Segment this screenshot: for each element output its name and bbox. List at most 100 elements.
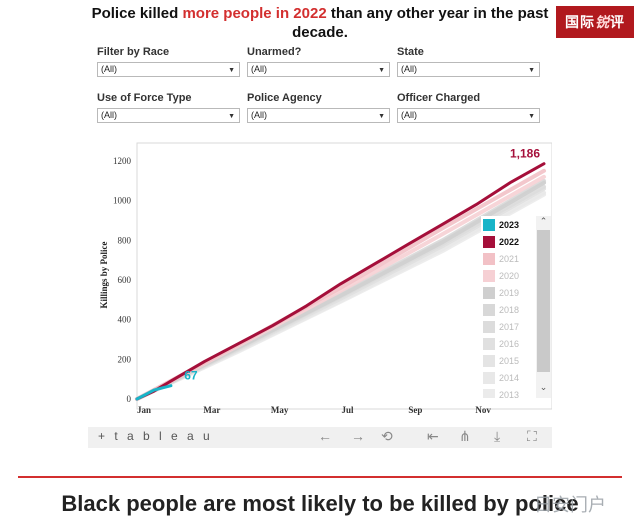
scroll-thumb[interactable] [537, 230, 550, 372]
legend-label: 2020 [499, 271, 520, 281]
tableau-logo[interactable]: + t a b l e a u [98, 429, 213, 443]
share-icon[interactable]: ⋔ [459, 428, 471, 444]
y-tick-label: 1200 [113, 156, 132, 166]
chart-canvas[interactable]: 0 200 400 600 800 1000 1200 Jan Mar May Jul Sep Nov K… [97, 141, 552, 424]
filter-label: Use of Force Type [97, 92, 192, 104]
select-value: (All) [251, 64, 267, 74]
filter-officer-charged: Officer Charged (All) ▼ [397, 91, 540, 123]
chevron-down-icon: ▼ [378, 113, 385, 120]
y-tick-label: 1000 [113, 196, 132, 206]
chevron-up-icon[interactable]: ⌃ [539, 216, 548, 226]
chevron-down-icon[interactable]: ⌄ [539, 382, 548, 392]
chevron-down-icon: ▼ [528, 67, 535, 74]
legend-label: 2019 [499, 288, 520, 298]
end-label-2023: 67 [184, 369, 198, 383]
legend-swatch [483, 355, 495, 367]
y-tick-label: 400 [118, 315, 132, 325]
filter-label: Police Agency [247, 92, 322, 104]
redo-icon[interactable]: → [351, 428, 365, 444]
filter-label: Unarmed? [247, 46, 302, 58]
legend-item-2016[interactable]: 2016 [483, 337, 519, 351]
filter-agency: Police Agency (All) ▼ [247, 91, 390, 123]
unarmed-select[interactable]: (All) ▼ [247, 62, 390, 77]
y-tick-label: 200 [118, 354, 132, 364]
revert-icon[interactable]: ⟲ [381, 428, 393, 444]
page-title: Police killed more people in 2022 than a… [70, 4, 570, 42]
legend-item-2017[interactable]: 2017 [483, 320, 519, 334]
force-type-select[interactable]: (All) ▼ [97, 108, 240, 123]
end-label-2022: 1,186 [510, 147, 540, 161]
divider [18, 476, 622, 478]
chevron-down-icon: ▼ [228, 67, 235, 74]
chart: 0 200 400 600 800 1000 1200 Jan Mar May Jul Sep Nov K… [97, 141, 552, 424]
legend-swatch [483, 253, 495, 265]
brand-text-a: 国际 [565, 15, 595, 31]
legend-scrollbar[interactable]: ⌃ ⌄ [536, 216, 551, 398]
filter-unarmed: Unarmed? (All) ▼ [247, 45, 390, 77]
x-tick-label: Mar [203, 405, 220, 415]
legend-item-2014[interactable]: 2014 [483, 371, 519, 385]
brand-text-b: 锐 [595, 15, 610, 31]
title-highlight: more people in 2022 [182, 5, 327, 22]
legend-label: 2015 [499, 356, 520, 366]
legend-swatch [483, 219, 495, 231]
title-suffix: than any other year in the past decade. [292, 5, 549, 41]
legend-item-2018[interactable]: 2018 [483, 303, 519, 317]
chevron-down-icon: ▼ [228, 113, 235, 120]
series-line-2023 [135, 384, 173, 401]
legend-label: 2022 [499, 237, 520, 247]
x-tick-label: Jan [137, 405, 151, 415]
chevron-down-icon: ▼ [528, 113, 535, 120]
title-prefix: Police killed [91, 5, 183, 22]
plot-area [136, 142, 552, 410]
legend-item-2013[interactable]: 2013 [483, 388, 519, 398]
legend-item-2023[interactable]: 2023 [483, 218, 519, 232]
filter-force-type: Use of Force Type (All) ▼ [97, 91, 240, 123]
chevron-down-icon: ▼ [378, 67, 385, 74]
legend-swatch [483, 372, 495, 384]
legend-label: 2016 [499, 339, 520, 349]
legend-swatch [483, 338, 495, 350]
filter-label: Officer Charged [397, 92, 481, 104]
legend-swatch [483, 304, 495, 316]
filter-label: Filter by Race [97, 46, 170, 58]
legend-swatch [483, 270, 495, 282]
officer-charged-select[interactable]: (All) ▼ [397, 108, 540, 123]
x-tick-label: Sep [408, 405, 422, 415]
legend-item-2022[interactable]: 2022 [483, 235, 519, 249]
legend-label: 2013 [499, 390, 520, 398]
watermark: 日安门户 [534, 495, 606, 515]
x-tick-label: May [271, 405, 289, 415]
legend-label: 2023 [499, 220, 520, 230]
brand-logo: 国际锐评 [556, 6, 634, 38]
legend-swatch [483, 287, 495, 299]
race-select[interactable]: (All) ▼ [97, 62, 240, 77]
legend-item-2019[interactable]: 2019 [483, 286, 519, 300]
legend-swatch [483, 321, 495, 333]
x-tick-label: Jul [341, 405, 354, 415]
select-value: (All) [101, 110, 117, 120]
y-tick-label: 800 [118, 235, 132, 245]
agency-select[interactable]: (All) ▼ [247, 108, 390, 123]
reset-icon[interactable]: ⇤ [427, 428, 439, 444]
state-select[interactable]: (All) ▼ [397, 62, 540, 77]
section-heading: Black people are most likely to be kille… [61, 491, 579, 516]
legend-item-2015[interactable]: 2015 [483, 354, 519, 368]
select-value: (All) [101, 64, 117, 74]
filter-race: Filter by Race (All) ▼ [97, 45, 240, 77]
brand-text-c: 评 [610, 15, 625, 31]
y-tick-label: 0 [127, 394, 132, 404]
legend-label: 2018 [499, 305, 520, 315]
legend-label: 2014 [499, 373, 520, 383]
legend-item-2020[interactable]: 2020 [483, 269, 519, 283]
legend-item-2021[interactable]: 2021 [483, 252, 519, 266]
tableau-toolbar: + t a b l e a u ← → ⟲ ⇤ ⋔ ⤓ ⛶ [88, 427, 552, 448]
fullscreen-icon[interactable]: ⛶ [527, 428, 537, 444]
y-tick-label: 600 [118, 275, 132, 285]
filter-label: State [397, 46, 424, 58]
y-axis-label: Killings by Police [99, 241, 109, 308]
download-icon[interactable]: ⤓ [494, 428, 501, 444]
undo-icon[interactable]: ← [318, 428, 332, 444]
legend-label: 2017 [499, 322, 520, 332]
select-value: (All) [251, 110, 267, 120]
